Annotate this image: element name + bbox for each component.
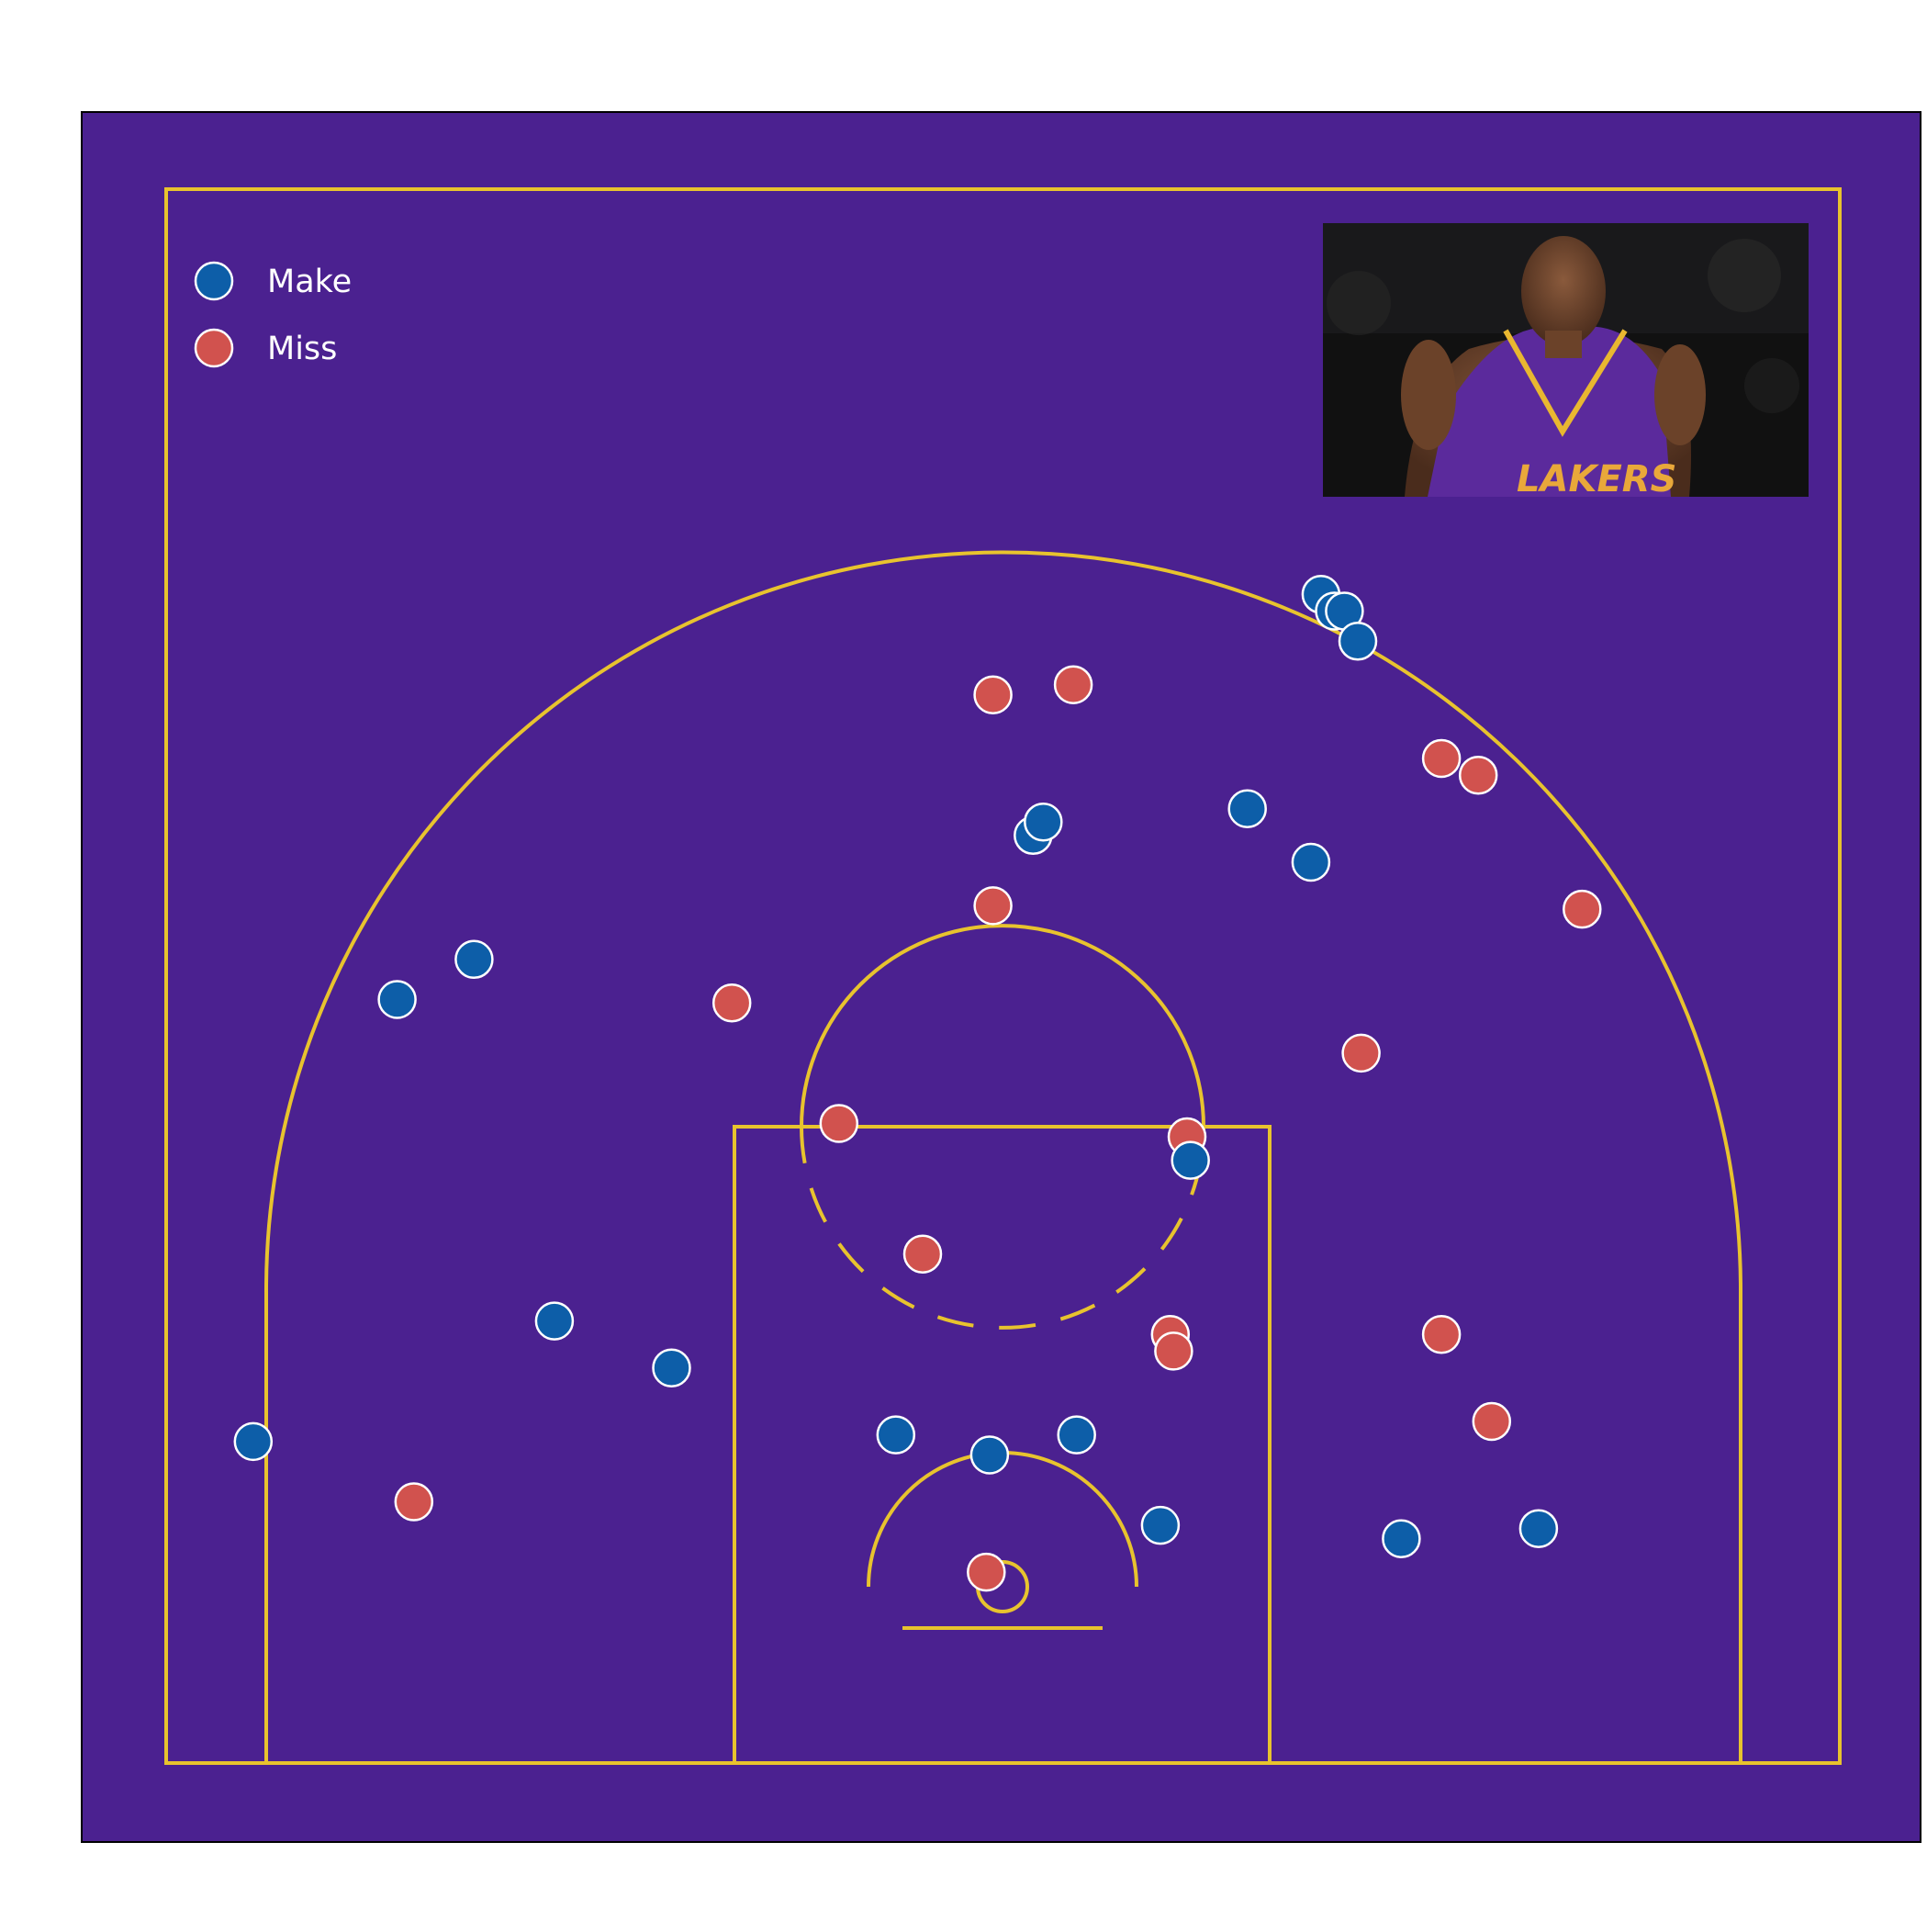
shot-miss-point-11 (1341, 1033, 1381, 1073)
shot-make-point-16 (1382, 1519, 1421, 1558)
legend-miss-label: Miss (267, 331, 337, 367)
free-throw-circle-top (800, 924, 1205, 1128)
jersey-text: LAKERS (1517, 458, 1676, 500)
shot-make-point-15 (1338, 622, 1378, 661)
shot-miss-point-0 (394, 1482, 434, 1522)
shot-points (233, 575, 1602, 1592)
legend: Make Miss (194, 261, 352, 368)
shot-miss-point-7 (1053, 665, 1093, 704)
legend-make-label: Make (267, 264, 352, 300)
shot-make-point-10 (1227, 789, 1267, 828)
player-photo: LAKERS (1323, 223, 1809, 500)
shot-make-point-4 (377, 980, 417, 1019)
shot-make-point-8 (1140, 1505, 1181, 1545)
shot-miss-point-4 (967, 1552, 1006, 1592)
three-point-line (263, 550, 1742, 1763)
shot-make-point-0 (233, 1421, 274, 1462)
shot-miss-point-6 (973, 675, 1013, 714)
legend-make-marker (194, 261, 234, 301)
shot-miss-point-1 (711, 983, 752, 1023)
shot-miss-point-5 (973, 886, 1013, 926)
shot-make-point-3 (454, 939, 494, 980)
shot-make-point-2 (652, 1348, 691, 1387)
shot-miss-point-2 (819, 1104, 859, 1143)
court-lines (164, 187, 1842, 1765)
shot-miss-point-15 (1421, 1314, 1462, 1354)
shot-miss-point-9 (1154, 1331, 1193, 1371)
shot-make-point-6 (969, 1435, 1010, 1475)
paint-key (733, 1125, 1272, 1765)
shot-miss-point-16 (1472, 1401, 1512, 1442)
shot-miss-point-3 (902, 1234, 943, 1274)
shot-make-point-5 (876, 1415, 916, 1455)
shot-miss-point-12 (1421, 738, 1462, 779)
shot-miss-point-13 (1458, 755, 1498, 795)
legend-miss-marker (194, 328, 234, 368)
shot-make-point-19 (1024, 802, 1063, 842)
free-throw-circle-bottom (800, 1126, 1205, 1330)
shot-make-point-11 (1291, 842, 1331, 882)
shot-miss-point-14 (1563, 889, 1602, 929)
shot-make-point-17 (1518, 1509, 1559, 1548)
shot-make-point-7 (1057, 1415, 1096, 1455)
shot-make-point-1 (534, 1301, 575, 1341)
shot-make-point-9 (1171, 1140, 1210, 1180)
